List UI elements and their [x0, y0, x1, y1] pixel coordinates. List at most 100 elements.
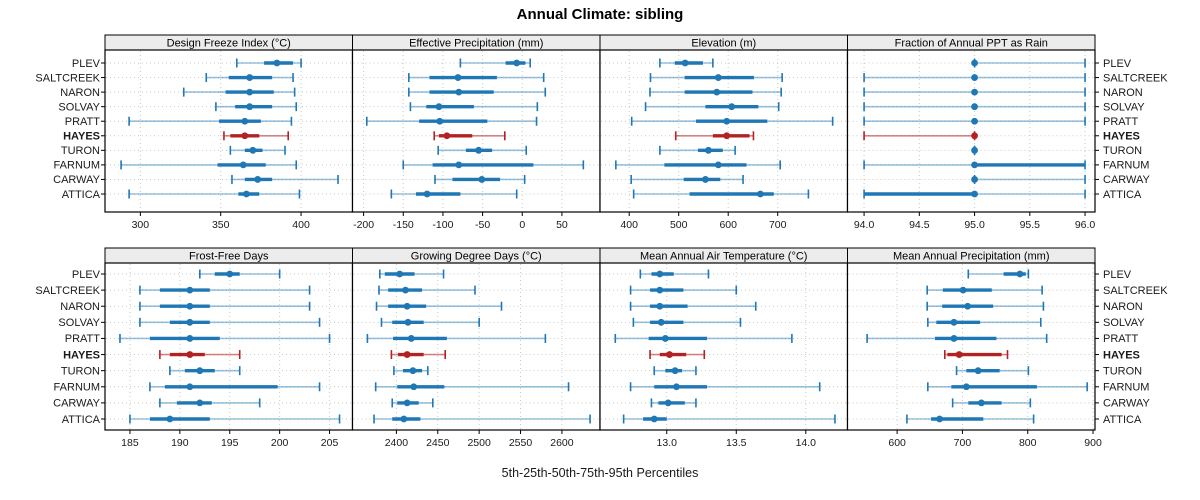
median-dot-PRATT: [971, 117, 978, 125]
x-tick-label: -50: [475, 219, 490, 231]
x-tick-label: 700: [954, 437, 972, 449]
x-tick-label: 500: [670, 219, 688, 231]
x-tick-label: 94.5: [909, 219, 930, 231]
median-dot-TURON: [671, 367, 679, 375]
x-tick-label: -100: [432, 219, 453, 231]
median-dot-PRATT: [241, 117, 249, 125]
median-dot-TURON: [475, 146, 483, 154]
median-dot-PRATT: [186, 335, 194, 342]
median-dot-PLEV: [396, 270, 404, 278]
site-label-left-PRATT: PRATT: [65, 333, 101, 345]
x-tick-label: 2600: [550, 437, 574, 449]
panel-title: Growing Degree Days (°C): [411, 251, 542, 263]
x-tick-label: 300: [132, 219, 150, 231]
median-dot-HAYES: [403, 351, 411, 358]
site-label-right-FARNUM: FARNUM: [1103, 382, 1149, 394]
median-dot-PRATT: [407, 335, 415, 342]
site-label-right-PRATT: PRATT: [1103, 116, 1139, 128]
x-tick-label: 195: [221, 437, 239, 449]
median-dot-SALTCREEK: [186, 286, 194, 294]
median-dot-CARWAY: [702, 176, 709, 183]
median-dot-SOLVAY: [971, 103, 978, 111]
site-label-right-SOLVAY: SOLVAY: [1103, 101, 1145, 113]
median-dot-CARWAY: [478, 176, 486, 183]
median-dot-TURON: [196, 367, 204, 375]
x-tick-label: 900: [1084, 437, 1102, 449]
x-tick-label: 13.0: [657, 437, 678, 449]
median-dot-FARNUM: [186, 383, 194, 391]
median-dot-NARON: [186, 302, 194, 310]
panel-title: Frost-Free Days: [189, 251, 269, 263]
median-dot-SALTCREEK: [454, 74, 462, 81]
site-label-right-SALTCREEK: SALTCREEK: [1103, 72, 1168, 84]
site-label-right-NARON: NARON: [1103, 301, 1143, 313]
median-dot-CARWAY: [254, 176, 262, 183]
median-dot-PLEV: [1016, 270, 1024, 278]
site-label-left-SALTCREEK: SALTCREEK: [35, 285, 100, 297]
median-dot-PLEV: [971, 59, 978, 67]
x-tick-label: 2550: [509, 437, 533, 449]
median-dot-HAYES: [955, 351, 963, 358]
median-dot-FARNUM: [714, 161, 722, 169]
site-label-left-NARON: NARON: [60, 301, 100, 313]
median-dot-SOLVAY: [950, 318, 958, 326]
site-label-right-SALTCREEK: SALTCREEK: [1103, 285, 1168, 297]
x-tick-label: 400: [620, 219, 638, 231]
x-tick-label: -150: [393, 219, 414, 231]
median-dot-PLEV: [273, 59, 281, 67]
x-tick-label: 0: [519, 219, 525, 231]
median-dot-NARON: [713, 88, 721, 96]
median-dot-SALTCREEK: [971, 74, 978, 81]
median-dot-SALTCREEK: [656, 286, 664, 294]
chart-title: Annual Climate: sibling: [516, 6, 684, 23]
x-tick-label: 2500: [467, 437, 491, 449]
site-label-left-ATTICA: ATTICA: [62, 414, 101, 426]
panel-title: Fraction of Annual PPT as Rain: [895, 38, 1048, 50]
median-dot-HAYES: [241, 132, 249, 140]
median-dot-PLEV: [656, 270, 664, 278]
median-dot-SOLVAY: [435, 103, 443, 111]
median-dot-TURON: [974, 367, 982, 375]
x-tick-label: 96.0: [1075, 219, 1096, 231]
site-label-right-NARON: NARON: [1103, 87, 1143, 99]
median-dot-CARWAY: [403, 399, 411, 407]
median-dot-NARON: [964, 302, 972, 310]
median-dot-HAYES: [666, 351, 673, 358]
median-dot-SALTCREEK: [402, 286, 409, 294]
median-dot-FARNUM: [410, 383, 418, 391]
median-dot-NARON: [246, 88, 254, 96]
x-tick-label: 185: [121, 437, 139, 449]
site-label-right-PLEV: PLEV: [1103, 269, 1132, 281]
median-dot-PRATT: [950, 335, 958, 342]
x-tick-label: 190: [171, 437, 189, 449]
site-label-left-PRATT: PRATT: [65, 116, 101, 128]
median-dot-NARON: [403, 302, 411, 310]
panel-border: [846, 262, 1096, 431]
site-label-left-TURON: TURON: [61, 365, 100, 377]
median-dot-NARON: [455, 88, 463, 96]
median-dot-NARON: [971, 88, 978, 96]
site-label-left-CARWAY: CARWAY: [53, 398, 101, 410]
median-dot-TURON: [705, 146, 712, 154]
panel-border: [599, 49, 849, 213]
median-dot-SALTCREEK: [959, 286, 967, 294]
median-dot-SOLVAY: [246, 103, 254, 111]
median-dot-ATTICA: [650, 415, 658, 423]
median-dot-CARWAY: [664, 399, 672, 407]
x-tick-label: 95.0: [964, 219, 985, 231]
median-dot-CARWAY: [196, 399, 204, 407]
panel-title: Effective Precipitation (mm): [409, 38, 543, 50]
site-label-left-TURON: TURON: [61, 145, 100, 157]
median-dot-PRATT: [436, 117, 444, 125]
panel-border: [599, 262, 849, 431]
median-dot-FARNUM: [455, 161, 463, 169]
median-dot-HAYES: [186, 351, 194, 358]
panel-title: Mean Annual Air Temperature (°C): [640, 251, 807, 263]
x-tick-label: 2450: [426, 437, 450, 449]
median-dot-SALTCREEK: [714, 74, 722, 81]
median-dot-ATTICA: [756, 190, 764, 198]
site-label-left-HAYES: HAYES: [63, 131, 100, 143]
site-label-left-HAYES: HAYES: [63, 349, 100, 361]
x-tick-label: 400: [292, 219, 310, 231]
site-label-left-SOLVAY: SOLVAY: [58, 317, 100, 329]
